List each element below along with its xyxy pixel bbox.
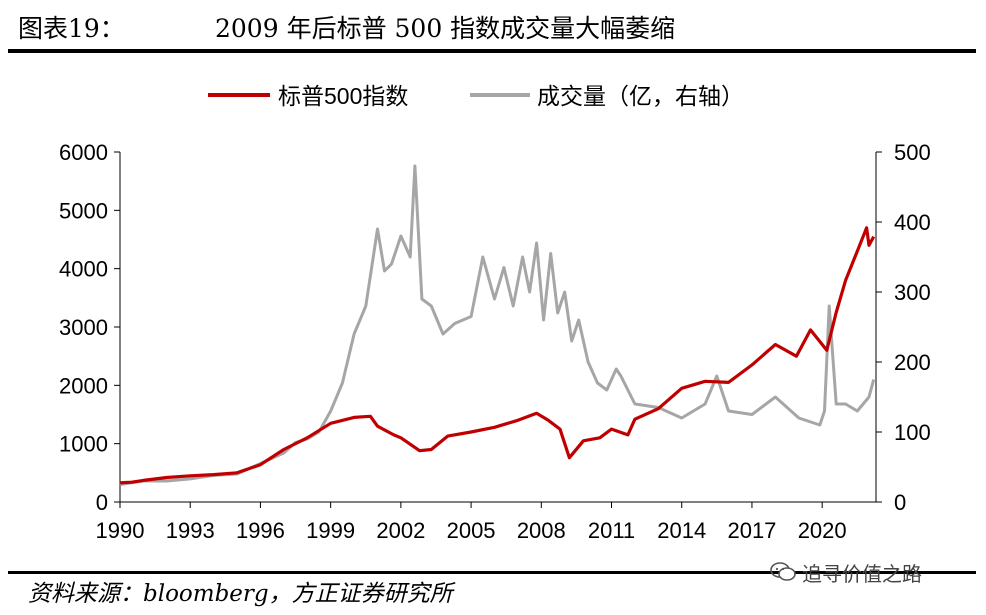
figure-header: 图表19： 2009 年后标普 500 指数成交量大幅萎缩	[18, 10, 968, 48]
x-tick-label: 2008	[517, 518, 566, 543]
watermark: 追寻价值之路	[770, 558, 922, 586]
left-tick-label: 5000	[59, 198, 108, 223]
left-tick-label: 2000	[59, 373, 108, 398]
x-tick-label: 2011	[588, 518, 635, 543]
left-tick-label: 6000	[59, 140, 108, 165]
left-tick-label: 3000	[59, 315, 108, 340]
bottom-rule	[8, 571, 976, 574]
left-tick-label: 1000	[59, 432, 108, 457]
x-tick-label: 2005	[447, 518, 496, 543]
right-tick-label: 0	[894, 490, 906, 515]
series-line-sp500	[119, 226, 876, 485]
right-tick-label: 300	[894, 280, 931, 305]
wechat-icon	[770, 562, 796, 581]
figure-number: 图表19：	[18, 14, 125, 43]
axes: 0 1000 2000 3000 4000 5000 6000 0 100 200 300 400 50…	[59, 140, 931, 543]
x-tick-label: 2014	[657, 518, 706, 543]
x-tick-label: 1993	[166, 518, 215, 543]
right-tick-label: 200	[894, 350, 931, 375]
left-tick-label: 0	[96, 490, 108, 515]
x-tick-label: 2020	[798, 518, 847, 543]
legend-label-sp500: 标普500指数	[278, 83, 408, 109]
left-tick-label: 4000	[59, 257, 108, 282]
watermark-text: 追寻价值之路	[802, 561, 922, 586]
x-tick-label: 2002	[376, 518, 425, 543]
legend: 标普500指数 成交量（亿，右轴）	[208, 83, 744, 109]
source-note: 资料来源：bloomberg，方正证券研究所	[28, 581, 453, 607]
x-tick-label: 1996	[236, 518, 285, 543]
x-tick-label: 2017	[727, 518, 776, 543]
x-tick-label: 1990	[96, 518, 145, 543]
legend-label-volume: 成交量（亿，右轴）	[537, 83, 744, 109]
right-tick-label: 500	[894, 140, 931, 165]
plot-area	[119, 164, 876, 486]
chart: 标普500指数 成交量（亿，右轴） 0100020003000400050006…	[59, 83, 931, 543]
top-rule	[8, 49, 976, 53]
x-tick-label: 1999	[306, 518, 355, 543]
figure-title: 2009 年后标普 500 指数成交量大幅萎缩	[215, 14, 676, 43]
right-tick-label: 100	[894, 420, 931, 445]
right-tick-label: 400	[894, 210, 931, 235]
series-line-volume	[119, 164, 876, 486]
